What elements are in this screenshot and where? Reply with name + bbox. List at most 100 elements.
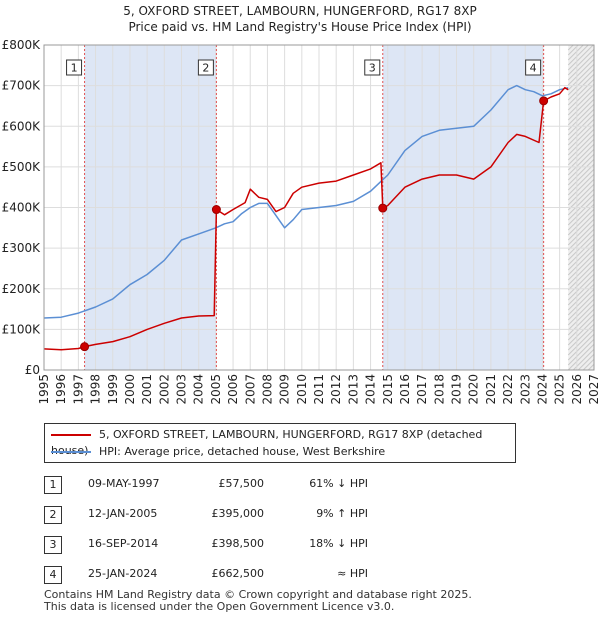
x-tick-label: 2014 — [364, 374, 378, 405]
forecast-hatch-line — [567, 233, 595, 261]
sale-marker-label: 3 — [369, 62, 376, 75]
x-tick-label: 2007 — [243, 374, 257, 405]
forecast-hatch-line — [567, 113, 595, 141]
forecast-hatch-line — [567, 218, 595, 246]
sale-marker-box — [364, 59, 381, 76]
x-tick-label: 2022 — [501, 374, 515, 405]
forecast-hatch-line — [567, 78, 595, 106]
sale-marker-label: 1 — [71, 62, 78, 75]
forecast-hatch-line — [567, 53, 595, 81]
y-tick-label: £800K — [2, 38, 42, 52]
x-tick-label: 1996 — [54, 374, 68, 405]
sale-date: 25-JAN-2024 — [88, 567, 158, 580]
forecast-hatch-line — [567, 203, 595, 231]
sale-number-badge: 2 — [44, 506, 62, 524]
x-tick-label: 2008 — [260, 374, 274, 405]
x-tick-label: 1995 — [37, 374, 51, 405]
forecast-hatch-line — [567, 198, 595, 226]
plot-frame — [43, 44, 595, 371]
sale-date: 09-MAY-1997 — [88, 477, 160, 490]
x-tick-label: 2027 — [587, 374, 600, 405]
x-tick-label: 2016 — [398, 374, 412, 405]
y-tick-label: £600K — [2, 119, 42, 133]
sale-marker-box — [197, 59, 214, 76]
forecast-hatch-line — [567, 183, 595, 211]
x-tick-label: 2006 — [226, 374, 240, 405]
sale-marker-label: 4 — [530, 62, 537, 75]
sale-marker-box — [66, 59, 83, 76]
forecast-hatch-line — [567, 133, 595, 161]
forecast-hatch-line — [567, 313, 595, 341]
forecast-hatch-line — [567, 228, 595, 256]
forecast-hatch-line — [567, 333, 595, 361]
sale-number-badge: 4 — [44, 566, 62, 584]
legend-label-hpi: HPI: Average price, detached house, West… — [99, 445, 386, 458]
legend-item-hpi: HPI: Average price, detached house, West… — [51, 444, 385, 460]
sale-point — [539, 96, 549, 106]
forecast-hatch-line — [567, 83, 595, 111]
legend-label-property: 5, OXFORD STREET, LAMBOURN, HUNGERFORD, … — [51, 428, 483, 457]
property-series-line — [43, 86, 569, 351]
forecast-hatch-line — [577, 353, 595, 371]
forecast-hatch-line — [567, 263, 595, 291]
x-tick-label: 2003 — [175, 374, 189, 405]
sale-number-badge: 1 — [44, 476, 62, 494]
x-tick-label: 2010 — [295, 374, 309, 405]
forecast-hatch-line — [567, 318, 595, 346]
y-tick-label: £200K — [2, 282, 42, 296]
chart-subtitle: Price paid vs. HM Land Registry's House … — [128, 20, 472, 34]
forecast-hatch-line — [567, 223, 595, 251]
forecast-hatch-line — [567, 73, 595, 101]
forecast-hatch-line — [567, 44, 584, 61]
sale-marker-box — [525, 59, 542, 76]
sale-hpi-comparison: ≈ HPI — [337, 567, 368, 580]
price-chart: 1 2 3 4 £0 £100K £200K £300K £400K £500K £600K £70… — [2, 38, 600, 405]
forecast-hatch-line — [567, 138, 595, 166]
forecast-hatch-line — [567, 48, 595, 76]
sale-price: £662,500 — [211, 567, 265, 580]
x-tick-label: 2002 — [157, 374, 171, 405]
forecast-hatch-line — [567, 323, 595, 351]
forecast-hatch-line — [587, 363, 595, 371]
forecast-hatch-line — [567, 268, 595, 296]
forecast-hatch-line — [567, 308, 595, 336]
sale-row: 1 09-MAY-1997 £57,500 61% ↓ HPI — [44, 474, 514, 494]
sale-row: 2 12-JAN-2005 £395,000 9% ↑ HPI — [44, 504, 514, 524]
y-tick-label: £400K — [2, 201, 42, 215]
forecast-hatch-line — [567, 68, 595, 96]
forecast-hatch-line — [567, 213, 595, 241]
x-tick-label: 2018 — [432, 374, 446, 405]
forecast-hatch-line — [567, 248, 595, 276]
footer-attribution: Contains HM Land Registry data © Crown c… — [44, 589, 472, 613]
forecast-hatch-line — [567, 44, 574, 51]
forecast-hatch-line — [567, 293, 595, 321]
forecast-hatch-line — [567, 288, 595, 316]
x-tick-label: 2015 — [381, 374, 395, 405]
forecast-hatch-line — [567, 303, 595, 331]
forecast-hatch-line — [567, 143, 595, 171]
chart-title: 5, OXFORD STREET, LAMBOURN, HUNGERFORD, … — [123, 4, 477, 18]
forecast-hatch-line — [567, 338, 595, 366]
forecast-hatch-line — [567, 278, 595, 306]
x-tick-label: 2011 — [312, 374, 326, 405]
sale-point — [211, 205, 221, 215]
sale-price: £57,500 — [218, 477, 265, 490]
forecast-hatch-line — [567, 118, 595, 146]
y-tick-label: £0 — [25, 363, 40, 377]
x-tick-label: 2009 — [278, 374, 292, 405]
x-tick-label: 2000 — [123, 374, 137, 405]
forecast-hatch-line — [567, 168, 595, 196]
forecast-hatch-line — [567, 128, 595, 156]
hpi-series-line — [43, 84, 569, 319]
x-tick-label: 2019 — [450, 374, 464, 405]
sale-marker-label: 2 — [202, 62, 209, 75]
forecast-hatch-line — [582, 358, 595, 371]
x-tick-label: 2013 — [346, 374, 360, 405]
forecast-hatch-line — [567, 103, 595, 131]
forecast-hatch-line — [567, 158, 595, 186]
forecast-hatch-line — [567, 108, 595, 136]
footer-copyright: Contains HM Land Registry data © Crown c… — [44, 588, 472, 601]
forecast-hatch-line — [567, 88, 595, 116]
sale-number-badge: 3 — [44, 536, 62, 554]
x-tick-label: 1998 — [89, 374, 103, 405]
